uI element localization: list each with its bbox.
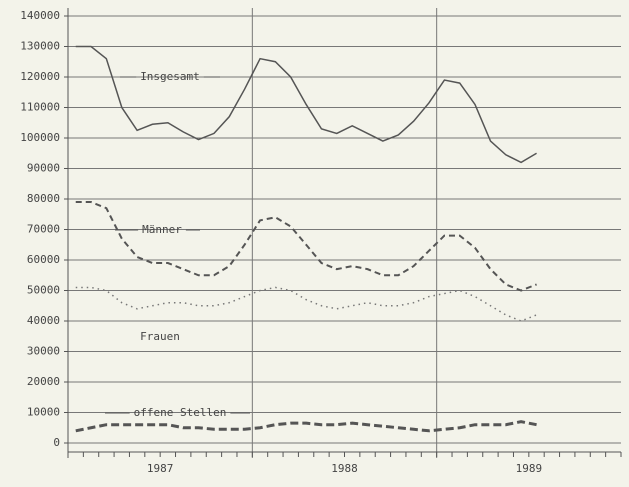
y-tick-label: 110000: [20, 101, 60, 114]
y-tick-label: 100000: [20, 131, 60, 144]
x-tick-label: 1989: [516, 462, 543, 475]
y-tick-label: 90000: [27, 162, 60, 175]
y-tick-label: 20000: [27, 375, 60, 388]
series-label: offene Stellen: [134, 406, 227, 419]
y-tick-label: 0: [53, 436, 60, 449]
series-line: [75, 286, 537, 322]
y-tick-label: 30000: [27, 345, 60, 358]
series-label: Männer: [142, 223, 182, 236]
series-label: Insgesamt: [140, 70, 200, 83]
x-tick-label: 1988: [331, 462, 358, 475]
y-tick-label: 130000: [20, 40, 60, 53]
y-tick-label: 140000: [20, 9, 60, 22]
series-line: [75, 45, 537, 164]
y-tick-label: 50000: [27, 284, 60, 297]
series-label: Frauen: [140, 330, 180, 343]
y-tick-label: 70000: [27, 223, 60, 236]
y-tick-label: 10000: [27, 406, 60, 419]
y-tick-label: 120000: [20, 70, 60, 83]
series-line: [75, 201, 537, 292]
y-tick-label: 80000: [27, 192, 60, 205]
series-line: [75, 420, 537, 433]
y-tick-label: 40000: [27, 314, 60, 327]
y-tick-label: 60000: [27, 253, 60, 266]
x-tick-label: 1987: [147, 462, 174, 475]
